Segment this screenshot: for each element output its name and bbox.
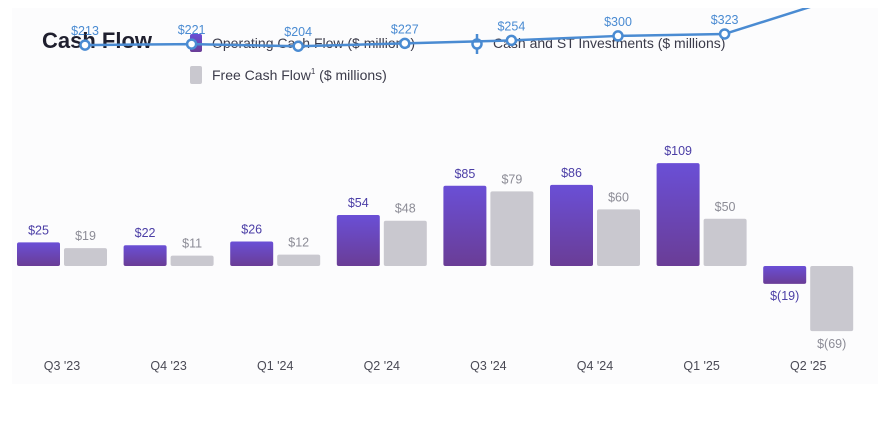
cash-data-label: $227 <box>391 22 419 36</box>
free-cash-data-label: $12 <box>288 236 309 250</box>
operating-bar <box>336 215 380 266</box>
legend-swatch-free <box>190 66 202 84</box>
free-cash-bar <box>703 218 747 266</box>
cash-point <box>399 37 411 50</box>
free-cash-data-label: $79 <box>501 172 522 186</box>
cash-data-label: $213 <box>71 24 99 38</box>
cash-point <box>79 39 91 51</box>
cash-point <box>505 34 518 47</box>
free-cash-bar <box>64 248 107 266</box>
x-tick-label: Q3 '23 <box>44 359 80 373</box>
operating-data-label: $26 <box>241 222 262 236</box>
operating-bar <box>230 241 274 266</box>
free-cash-data-label: $11 <box>182 237 202 251</box>
operating-data-label: $22 <box>135 226 156 240</box>
free-cash-bar <box>277 254 321 266</box>
operating-bar <box>17 242 60 266</box>
operating-data-label: $25 <box>28 223 49 237</box>
x-tick-label: Q4 '23 <box>150 359 186 373</box>
operating-bar <box>550 184 593 266</box>
free-cash-data-label: $(69) <box>817 337 846 351</box>
plot-area: $25 $19 Q3 '23 $22 $11 Q4 '23 $26 $12 Q1 '24 $54 $… <box>17 0 854 373</box>
free-cash-data-label: $60 <box>608 190 629 204</box>
free-cash-bar <box>170 255 214 266</box>
operating-data-label: $85 <box>454 167 475 181</box>
cash-point <box>718 28 731 40</box>
x-tick-label: Q2 '24 <box>364 359 400 373</box>
free-cash-bar <box>490 191 534 266</box>
cash-data-label: $221 <box>178 23 206 37</box>
legend-label-operating: Operating Cash Flow ($ millions) <box>212 35 415 51</box>
cash-line <box>84 0 832 48</box>
legend-label-free: Free Cash Flow1 ($ millions) <box>212 67 387 83</box>
operating-data-label: $(19) <box>770 289 799 303</box>
free-cash-bar <box>597 209 640 266</box>
operating-data-label: $109 <box>664 144 692 158</box>
legend-free-name: Free Cash Flow <box>212 67 312 83</box>
free-cash-bar <box>383 220 427 266</box>
operating-data-label: $86 <box>561 166 582 180</box>
operating-data-label: $54 <box>348 196 369 210</box>
cash-data-label: $204 <box>284 25 312 39</box>
cash-point <box>292 40 304 52</box>
operating-bar <box>763 266 807 284</box>
free-cash-data-label: $19 <box>75 229 96 243</box>
free-cash-data-label: $48 <box>395 202 416 216</box>
cash-point <box>185 38 198 50</box>
x-tick-label: Q1 '25 <box>683 359 719 373</box>
cash-data-label: $323 <box>711 13 739 27</box>
operating-bar <box>123 245 167 266</box>
cash-data-label: $300 <box>604 15 632 29</box>
operating-bar <box>443 185 487 266</box>
cash-flow-chart: Cash Flow Operating Cash Flow ($ million… <box>17 0 854 373</box>
chart-card: Cash Flow Operating Cash Flow ($ million… <box>12 0 878 384</box>
legend-free-suffix: ($ millions) <box>319 67 387 83</box>
x-tick-label: Q4 '24 <box>577 359 613 373</box>
free-cash-data-label: $50 <box>715 200 736 214</box>
x-tick-label: Q1 '24 <box>257 359 293 373</box>
cash-point <box>612 30 624 42</box>
x-tick-label: Q2 '25 <box>790 359 826 373</box>
legend-free-superscript: 1 <box>311 67 316 76</box>
operating-bar <box>656 163 700 266</box>
chart-title: Cash Flow <box>42 28 153 53</box>
cash-data-label: $254 <box>497 19 525 33</box>
x-tick-label: Q3 '24 <box>470 359 506 373</box>
free-cash-bar <box>810 266 854 332</box>
